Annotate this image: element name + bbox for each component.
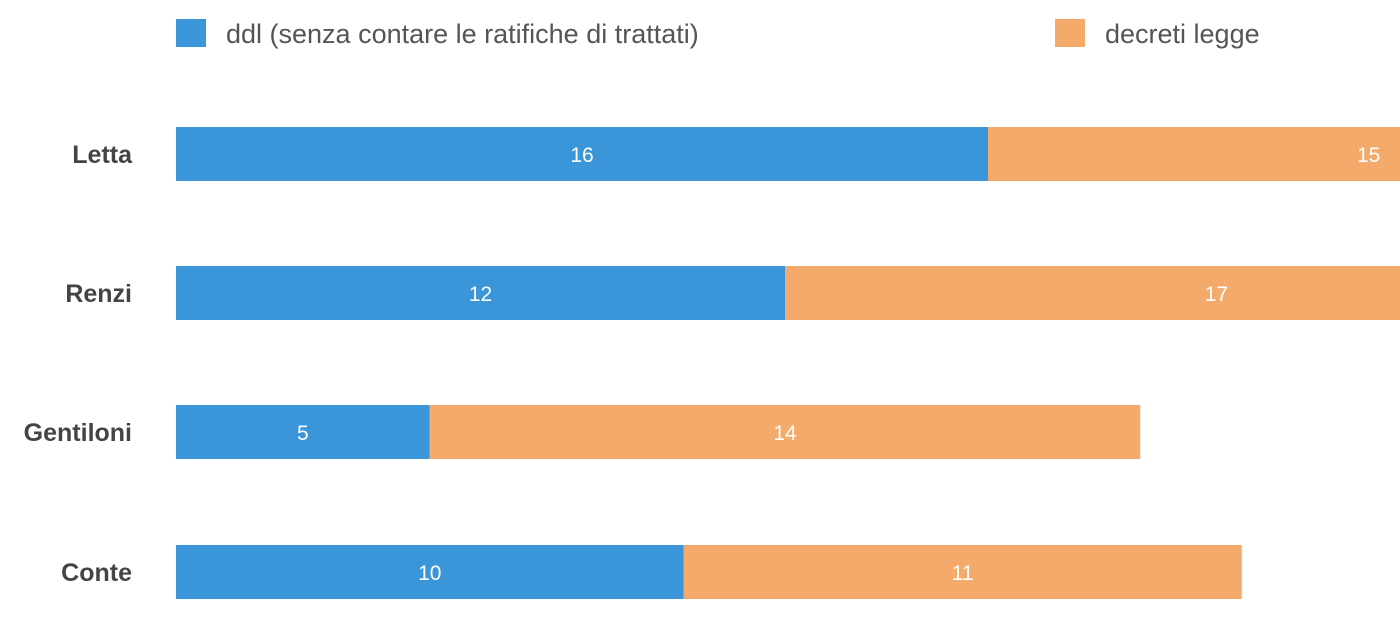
data-label: 11: [952, 562, 974, 585]
legend-swatch-0: [176, 19, 206, 47]
data-label: 17: [1205, 283, 1228, 306]
data-label: 15: [1357, 144, 1380, 167]
bar-segment-letta-1: [988, 127, 1400, 181]
category-label: Renzi: [65, 280, 132, 308]
bar-segment-gentiloni-1: [429, 405, 1141, 459]
data-label: 12: [469, 283, 492, 306]
category-label: Gentiloni: [24, 419, 132, 447]
category-label: Conte: [61, 559, 132, 587]
bar-segment-letta-0: [176, 127, 988, 181]
legend-label-1: decreti legge: [1105, 19, 1260, 49]
bar-segment-conte-0: [176, 545, 684, 599]
data-label: 14: [773, 422, 797, 445]
bar-segment-conte-1: [683, 545, 1242, 599]
bar-segment-gentiloni-0: [176, 405, 430, 459]
bar-segment-renzi-0: [176, 266, 785, 320]
legend-swatch-1: [1055, 19, 1085, 47]
data-label: 10: [418, 562, 441, 585]
data-label: 16: [570, 144, 593, 167]
legend-label-0: ddl (senza contare le ratifiche di tratt…: [226, 19, 699, 49]
bar-segment-renzi-1: [785, 266, 1400, 320]
data-label: 5: [297, 422, 309, 445]
category-label: Letta: [72, 141, 133, 169]
